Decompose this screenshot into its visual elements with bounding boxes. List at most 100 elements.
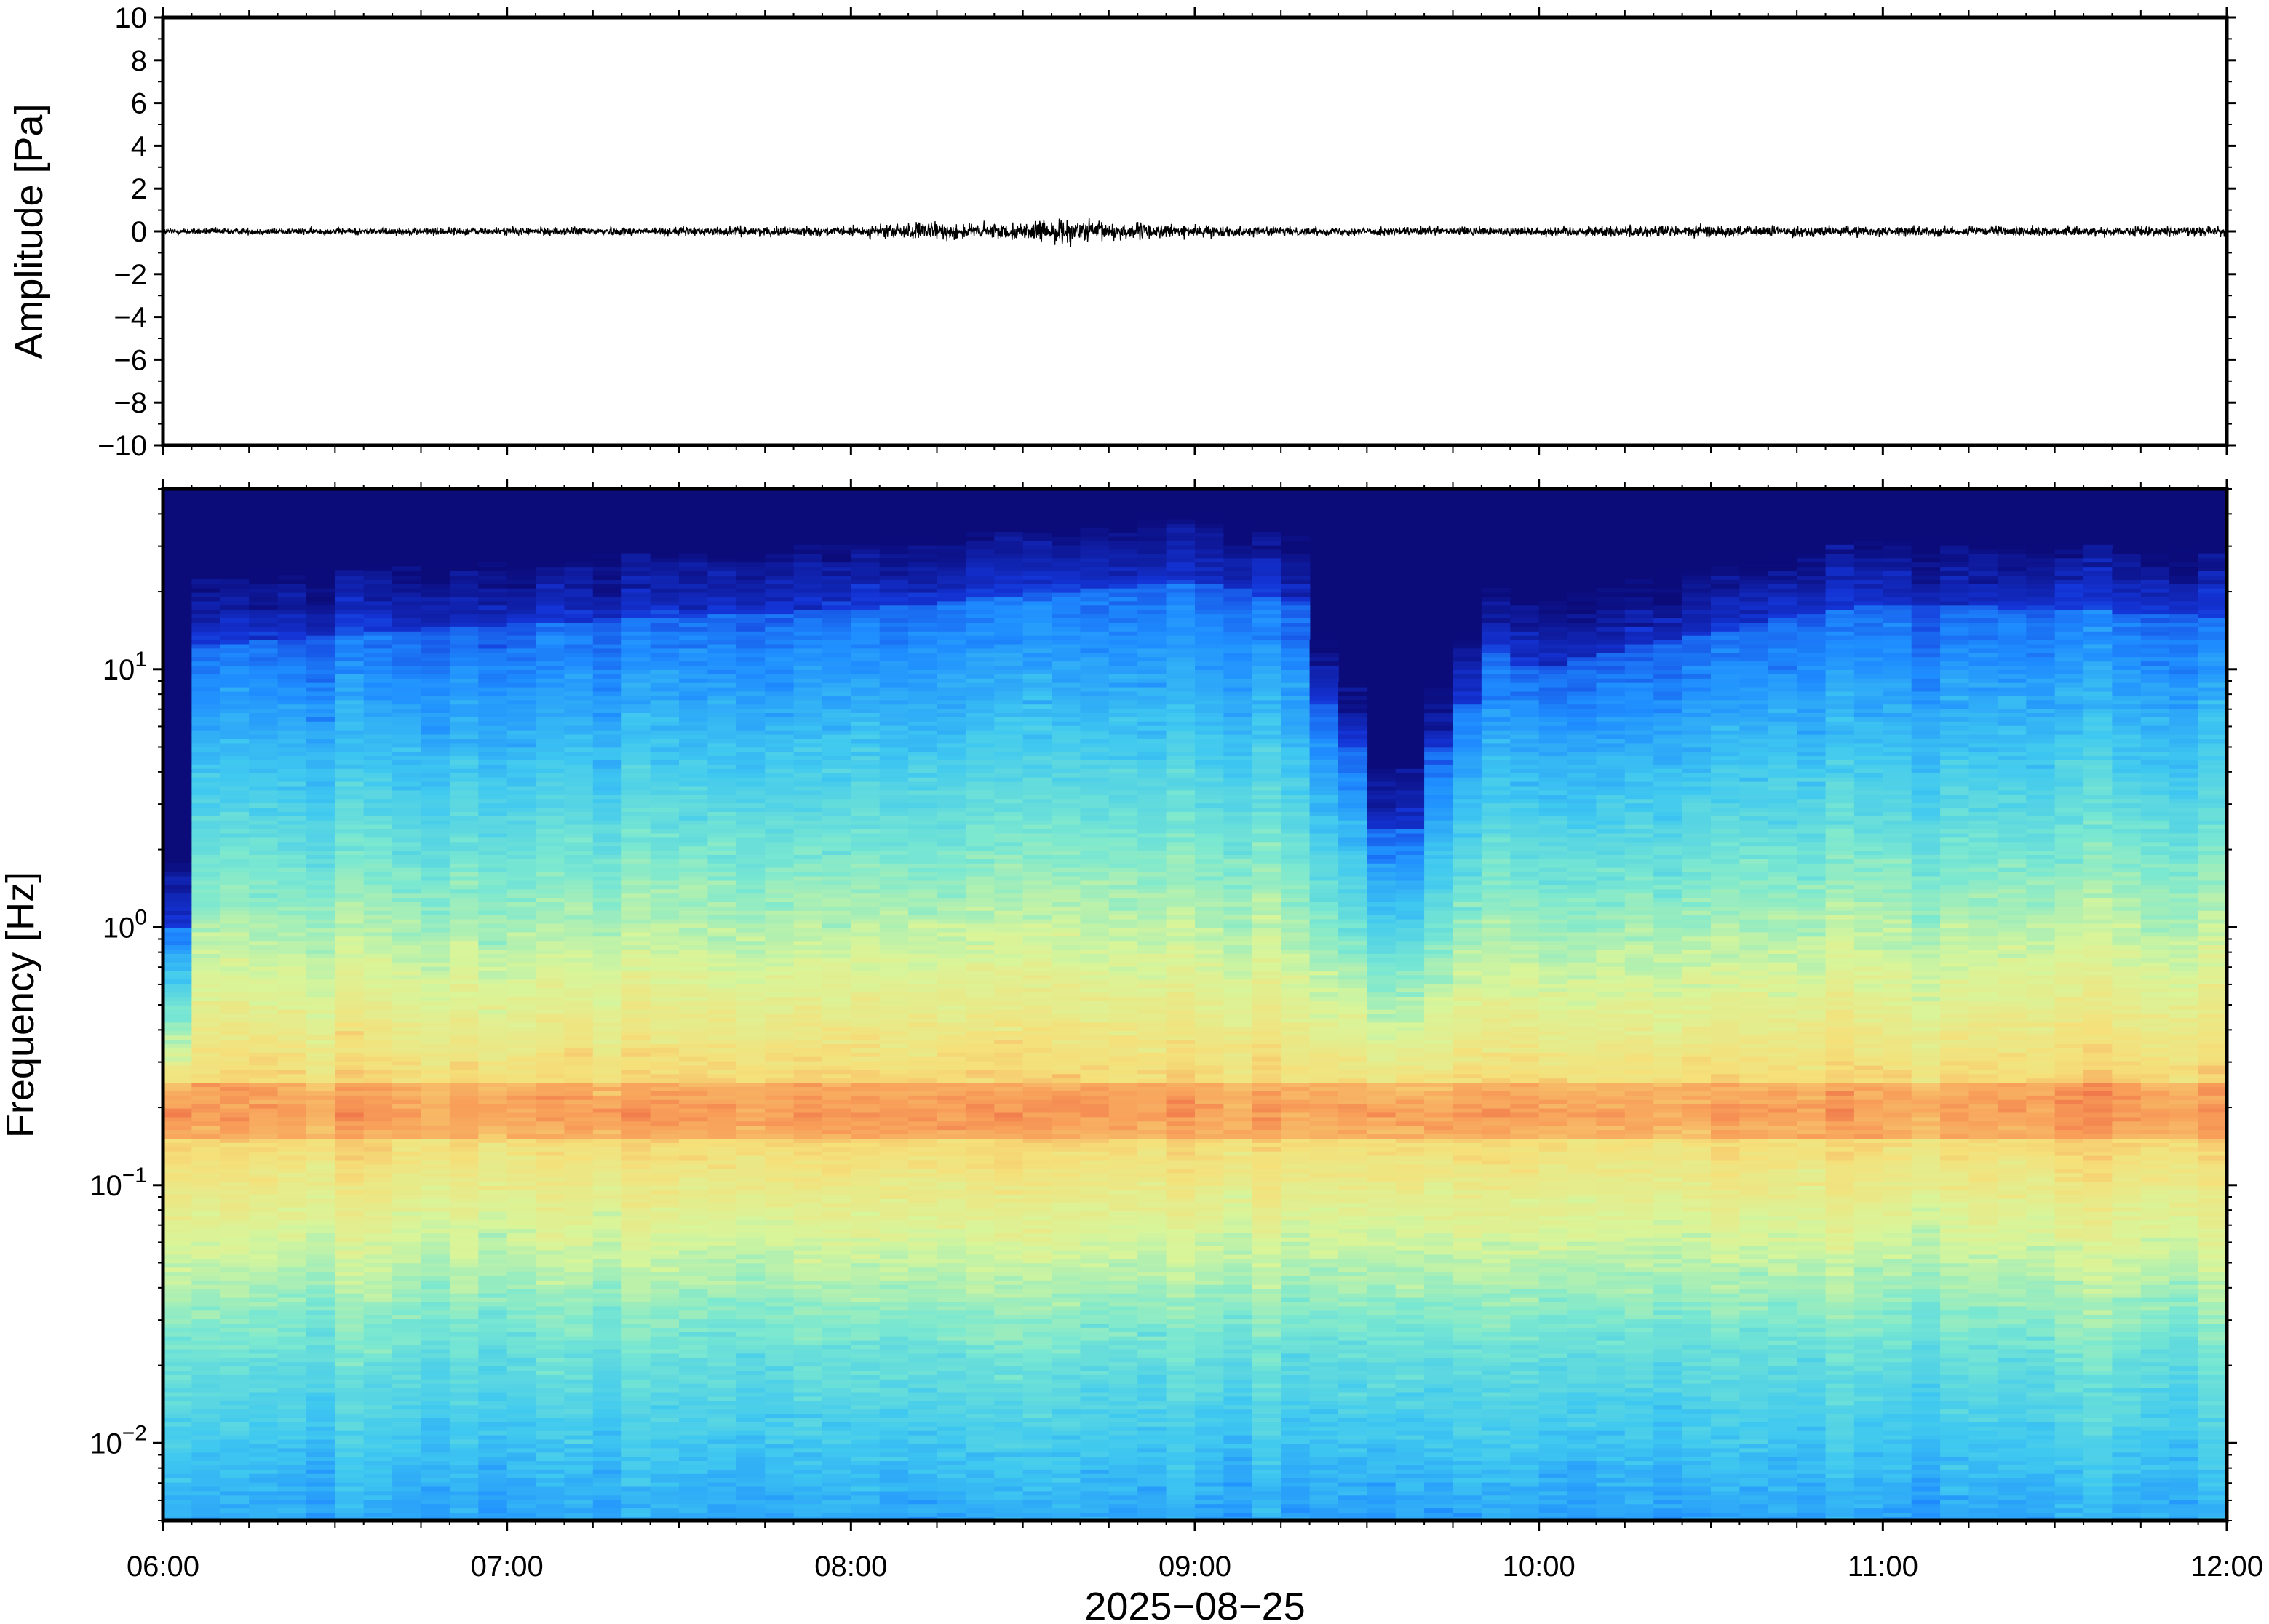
spectrogram-cell xyxy=(736,643,766,649)
spectrogram-cell xyxy=(650,1206,680,1212)
spectrogram-cell xyxy=(249,824,279,829)
spectrogram-cell xyxy=(736,1267,766,1273)
spectrogram-cell xyxy=(650,1318,680,1324)
spectrogram-cell xyxy=(220,884,250,890)
spectrogram-cell xyxy=(392,880,422,885)
spectrogram-cell xyxy=(335,626,365,632)
spectrogram-cell xyxy=(564,854,594,859)
spectrogram-cell xyxy=(191,832,221,838)
spectrogram-cell xyxy=(592,1048,622,1053)
spectrogram-cell xyxy=(335,970,365,976)
spectrogram-cell xyxy=(249,1332,279,1337)
spectrogram-cell xyxy=(249,1434,279,1440)
spectrogram-cell xyxy=(191,953,221,958)
spectrogram-cell xyxy=(478,923,508,928)
spectrogram-cell xyxy=(564,781,594,787)
spectrogram-cell xyxy=(220,1452,250,1457)
spectrogram-cell xyxy=(306,1310,336,1315)
spectrogram-cell xyxy=(392,1409,422,1414)
spectrogram-cell xyxy=(536,1305,565,1311)
spectrogram-cell xyxy=(536,1005,565,1010)
spectrogram-cell xyxy=(392,944,422,950)
spectrogram-cell xyxy=(592,1310,622,1315)
spectrogram-cell xyxy=(536,682,565,688)
spectrogram-cell xyxy=(736,1494,766,1500)
spectrogram-cell xyxy=(220,1391,250,1397)
spectrogram-cell xyxy=(592,639,622,645)
spectrogram-cell xyxy=(392,1043,422,1048)
spectrogram-cell xyxy=(679,1228,709,1233)
spectrogram-cell xyxy=(449,1142,480,1147)
spectrogram-cell xyxy=(363,1280,393,1285)
spectrogram-cell xyxy=(478,824,508,829)
spectrogram-cell xyxy=(220,699,250,705)
spectrogram-cell xyxy=(679,798,709,804)
spectrogram-cell xyxy=(191,725,221,731)
spectrogram-cell xyxy=(277,1168,307,1174)
spectrogram-cell xyxy=(478,1391,508,1397)
spectrogram-cell xyxy=(191,1078,221,1083)
spectrogram-cell xyxy=(765,1172,795,1178)
spectrogram-cell xyxy=(335,949,365,954)
spectrogram-cell xyxy=(277,1241,307,1246)
spectrogram-cell xyxy=(621,1030,651,1036)
spectrogram-cell xyxy=(650,1215,680,1221)
spectrogram-cell xyxy=(621,665,651,670)
spectrogram-cell xyxy=(220,1473,250,1478)
spectrogram-cell xyxy=(335,1254,365,1259)
spectrogram-cell xyxy=(249,652,279,658)
spectrogram-cell xyxy=(536,1249,565,1255)
spectrogram-cell xyxy=(536,592,565,597)
spectrogram-cell xyxy=(191,1512,221,1517)
spectrogram-cell xyxy=(592,1275,622,1281)
spectrogram-cell xyxy=(449,837,480,843)
spectrogram-cell xyxy=(478,1267,508,1273)
spectrogram-cell xyxy=(449,789,480,795)
spectrogram-cell xyxy=(191,1202,221,1208)
spectrogram-cell xyxy=(363,901,393,907)
spectrogram-cell xyxy=(564,742,594,748)
spectrogram-cell xyxy=(478,686,508,692)
spectrogram-cell xyxy=(536,1190,565,1195)
spectrogram-cell xyxy=(363,958,393,963)
spectrogram-cell xyxy=(506,656,536,662)
spectrogram-cell xyxy=(736,1022,766,1027)
spectrogram-cell xyxy=(249,918,279,924)
spectrogram-cell xyxy=(679,1486,709,1492)
spectrogram-cell xyxy=(363,1125,393,1131)
spectrogram-cell xyxy=(306,704,336,709)
spectrogram-cell xyxy=(335,678,365,683)
spectrogram-cell xyxy=(765,1512,795,1517)
spectrogram-cell xyxy=(421,914,450,920)
spectrogram-cell xyxy=(191,1301,221,1307)
spectrogram-cell xyxy=(163,1163,193,1169)
spectrogram-cell xyxy=(191,613,221,618)
spectrogram-cell xyxy=(592,1198,622,1203)
spectrogram-cell xyxy=(592,1353,622,1358)
spectrogram-cell xyxy=(478,768,508,773)
spectrogram-cell xyxy=(363,1163,393,1169)
spectrogram-cell xyxy=(564,579,594,584)
spectrogram-cell xyxy=(392,854,422,859)
spectrogram-cell xyxy=(650,768,680,773)
waveform-frame xyxy=(161,15,2229,447)
spectrogram-cell xyxy=(363,1404,393,1410)
spectrogram-cell xyxy=(249,1138,279,1143)
spectrogram-cell xyxy=(592,729,622,735)
spectrogram-cell xyxy=(249,1129,279,1134)
spectrogram-cell xyxy=(536,579,565,584)
spectrogram-cell xyxy=(679,1477,709,1483)
spectrogram-cell xyxy=(421,1400,450,1406)
spectrogram-cell xyxy=(765,1147,795,1152)
spectrogram-cell xyxy=(478,1237,508,1242)
spectrogram-cell xyxy=(191,776,221,782)
spectrogram-cell xyxy=(679,575,709,580)
spectrogram-cell xyxy=(679,789,709,795)
spectrogram-cell xyxy=(506,1438,536,1444)
spectrogram-cell xyxy=(335,1190,365,1195)
spectrogram-cell xyxy=(478,622,508,627)
spectrogram-cell xyxy=(592,1447,622,1453)
spectrogram-cell xyxy=(306,1512,336,1517)
spectrogram-cell xyxy=(277,1159,307,1165)
spectrogram-cell xyxy=(765,931,795,937)
